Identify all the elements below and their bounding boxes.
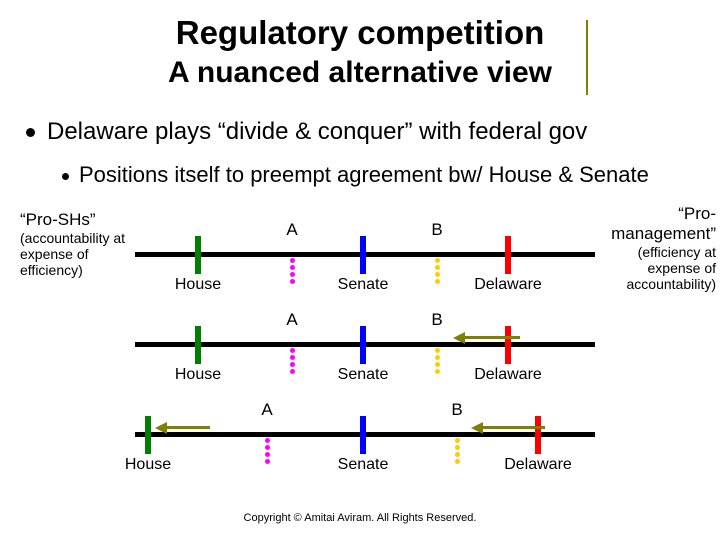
marker-b-dots xyxy=(435,348,440,376)
marker-b-dots xyxy=(435,258,440,286)
copyright-footer: Copyright © Amitai Aviram. All Rights Re… xyxy=(0,512,720,524)
house-tick xyxy=(195,326,201,364)
spectrum-row-1: House Senate Delaware A B xyxy=(135,210,595,296)
senate-tick xyxy=(360,416,366,454)
marker-b-label: B xyxy=(431,220,442,240)
senate-label: Senate xyxy=(338,276,389,294)
bullet-dot-icon xyxy=(62,173,69,180)
bullet1-text: Delaware plays “divide & conquer” with f… xyxy=(47,118,587,145)
delaware-tick xyxy=(505,326,511,364)
bullet2-text: Positions itself to preempt agreement bw… xyxy=(79,162,649,187)
senate-label: Senate xyxy=(338,456,389,474)
left-side-caption: “Pro-SHs” (accountability at expense of … xyxy=(20,210,130,278)
bullet-level2: Positions itself to preempt agreement bw… xyxy=(62,162,649,188)
marker-b-label: B xyxy=(451,400,462,420)
bullet-level1: Delaware plays “divide & conquer” with f… xyxy=(26,118,587,146)
marker-a-label: A xyxy=(261,400,272,420)
right-side-caption: “Pro-management” (efficiency at expense … xyxy=(596,204,716,292)
arrow-line xyxy=(481,426,545,429)
delaware-label: Delaware xyxy=(504,456,572,474)
senate-label: Senate xyxy=(338,366,389,384)
title-line1: Regulatory competition xyxy=(0,14,720,52)
house-label: House xyxy=(175,276,221,294)
spectrum-row-2: House Senate Delaware A B xyxy=(135,300,595,386)
house-tick xyxy=(195,236,201,274)
title-line2: A nuanced alternative view xyxy=(0,56,720,90)
house-label: House xyxy=(125,456,171,474)
arrow-line xyxy=(463,336,520,339)
left-sub: (accountability at expense of efficiency… xyxy=(20,230,130,278)
marker-b-label: B xyxy=(431,310,442,330)
right-sub: (efficiency at expense of accountability… xyxy=(596,244,716,292)
house-tick xyxy=(145,416,151,454)
senate-tick xyxy=(360,326,366,364)
delaware-label: Delaware xyxy=(474,366,542,384)
senate-tick xyxy=(360,236,366,274)
marker-a-label: A xyxy=(286,310,297,330)
arrow-line xyxy=(165,426,210,429)
delaware-tick xyxy=(505,236,511,274)
title-accent-line xyxy=(586,20,588,95)
right-heading: “Pro-management” xyxy=(596,204,716,244)
bullet-dot-icon xyxy=(26,128,35,137)
left-heading: “Pro-SHs” xyxy=(20,210,130,230)
marker-b-dots xyxy=(455,438,460,466)
house-label: House xyxy=(175,366,221,384)
marker-a-dots xyxy=(290,348,295,376)
marker-a-dots xyxy=(290,258,295,286)
marker-a-dots xyxy=(265,438,270,466)
spectrum-row-3: HouseSenateDelawareAB xyxy=(135,390,595,476)
delaware-tick xyxy=(535,416,541,454)
marker-a-label: A xyxy=(286,220,297,240)
delaware-label: Delaware xyxy=(474,276,542,294)
